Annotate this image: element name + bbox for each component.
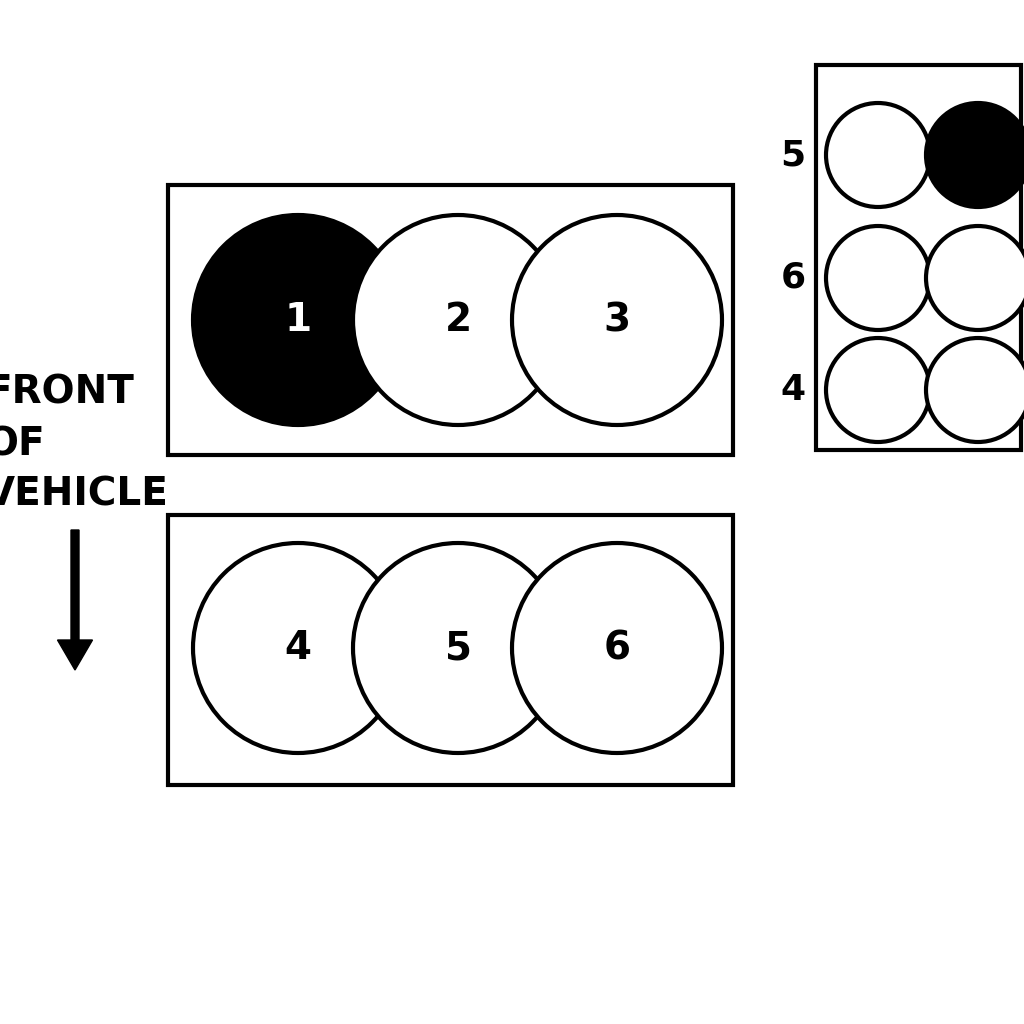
- Circle shape: [193, 543, 403, 753]
- Circle shape: [512, 215, 722, 425]
- Bar: [168, 185, 733, 455]
- Circle shape: [826, 103, 930, 207]
- Bar: [816, 65, 1021, 450]
- Text: 6: 6: [780, 261, 806, 295]
- Circle shape: [512, 543, 722, 753]
- Text: FRONT: FRONT: [0, 374, 134, 412]
- Text: 1: 1: [285, 301, 311, 339]
- Text: 4: 4: [780, 373, 806, 407]
- Circle shape: [926, 338, 1024, 442]
- Circle shape: [826, 338, 930, 442]
- Text: 5: 5: [444, 629, 471, 667]
- Text: 2: 2: [444, 301, 472, 339]
- FancyArrow shape: [57, 530, 92, 670]
- Circle shape: [926, 103, 1024, 207]
- Text: OF: OF: [0, 426, 45, 464]
- Text: VEHICLE: VEHICLE: [0, 476, 169, 514]
- Bar: [168, 515, 733, 785]
- Circle shape: [353, 215, 563, 425]
- Text: 5: 5: [780, 138, 806, 172]
- Circle shape: [353, 543, 563, 753]
- Circle shape: [826, 226, 930, 330]
- Text: 6: 6: [603, 629, 631, 667]
- Circle shape: [926, 226, 1024, 330]
- Text: 3: 3: [603, 301, 631, 339]
- Text: 4: 4: [285, 629, 311, 667]
- Circle shape: [193, 215, 403, 425]
